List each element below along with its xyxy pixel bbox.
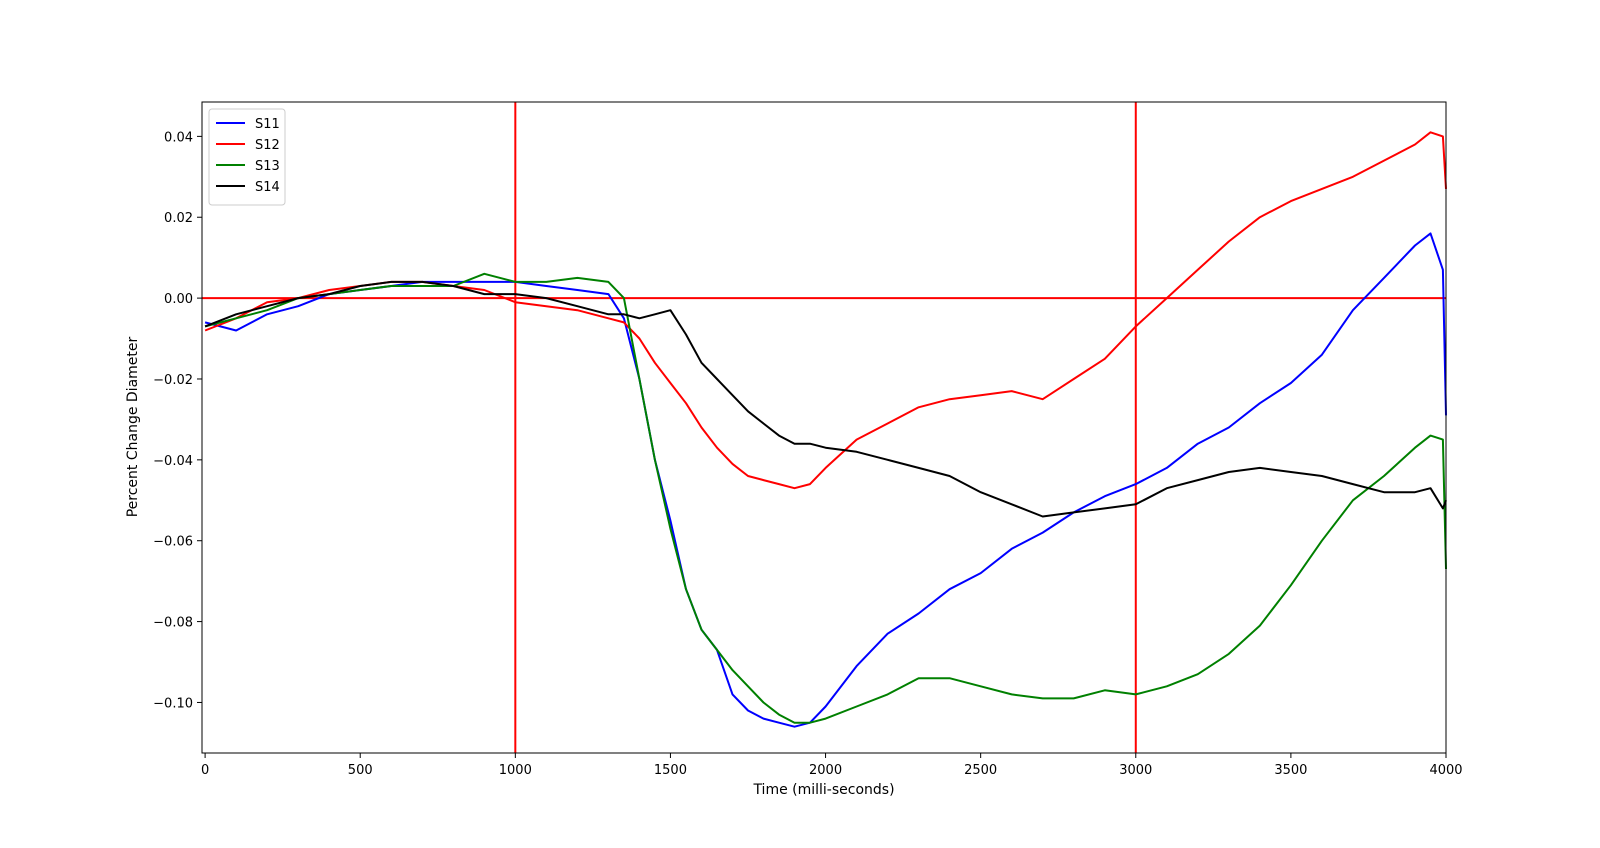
x-axis-label: Time (milli-seconds) [752,782,894,798]
x-tick-label: 500 [348,763,373,778]
y-tick-label: −0.02 [153,373,193,388]
legend-label: S12 [255,138,280,153]
legend: S11 S12 S13 S14 [208,108,286,206]
x-tick-label: 3500 [1274,763,1307,778]
legend-label: S14 [255,180,280,195]
y-tick-label: −0.10 [153,696,193,711]
x-tick-label: 1000 [499,763,532,778]
x-tick-label: 3000 [1119,763,1152,778]
y-tick-label: 0.04 [164,130,193,145]
x-tick-label: 2000 [809,763,842,778]
legend-label: S11 [255,117,280,132]
y-axis-ticks: 0.04 0.02 0.00 −0.02 −0.04 −0.06 −0.08 −0.10 [153,130,202,711]
plot-frame [201,101,1447,754]
x-axis-ticks: 0 500 1000 1500 2000 2500 3000 3500 4000 [201,753,1463,778]
y-axis-label: Percent Change Diameter [125,336,141,517]
y-tick-label: −0.06 [153,535,193,550]
plot-area [202,102,1446,753]
y-tick-label: 0.02 [164,211,193,226]
legend-label: S13 [255,159,280,174]
y-tick-label: −0.08 [153,616,193,631]
series-line-s11 [204,232,1447,728]
x-tick-label: 4000 [1429,763,1462,778]
series-line-s14 [204,280,1447,518]
x-tick-label: 0 [201,763,209,778]
reference-lines [202,102,1446,753]
y-tick-label: −0.04 [153,454,193,469]
x-tick-label: 2500 [964,763,997,778]
series-line-s13 [204,272,1447,724]
x-tick-label: 1500 [654,763,687,778]
series-lines [204,131,1447,728]
y-tick-label: 0.00 [164,292,193,307]
legend-box [208,108,286,206]
